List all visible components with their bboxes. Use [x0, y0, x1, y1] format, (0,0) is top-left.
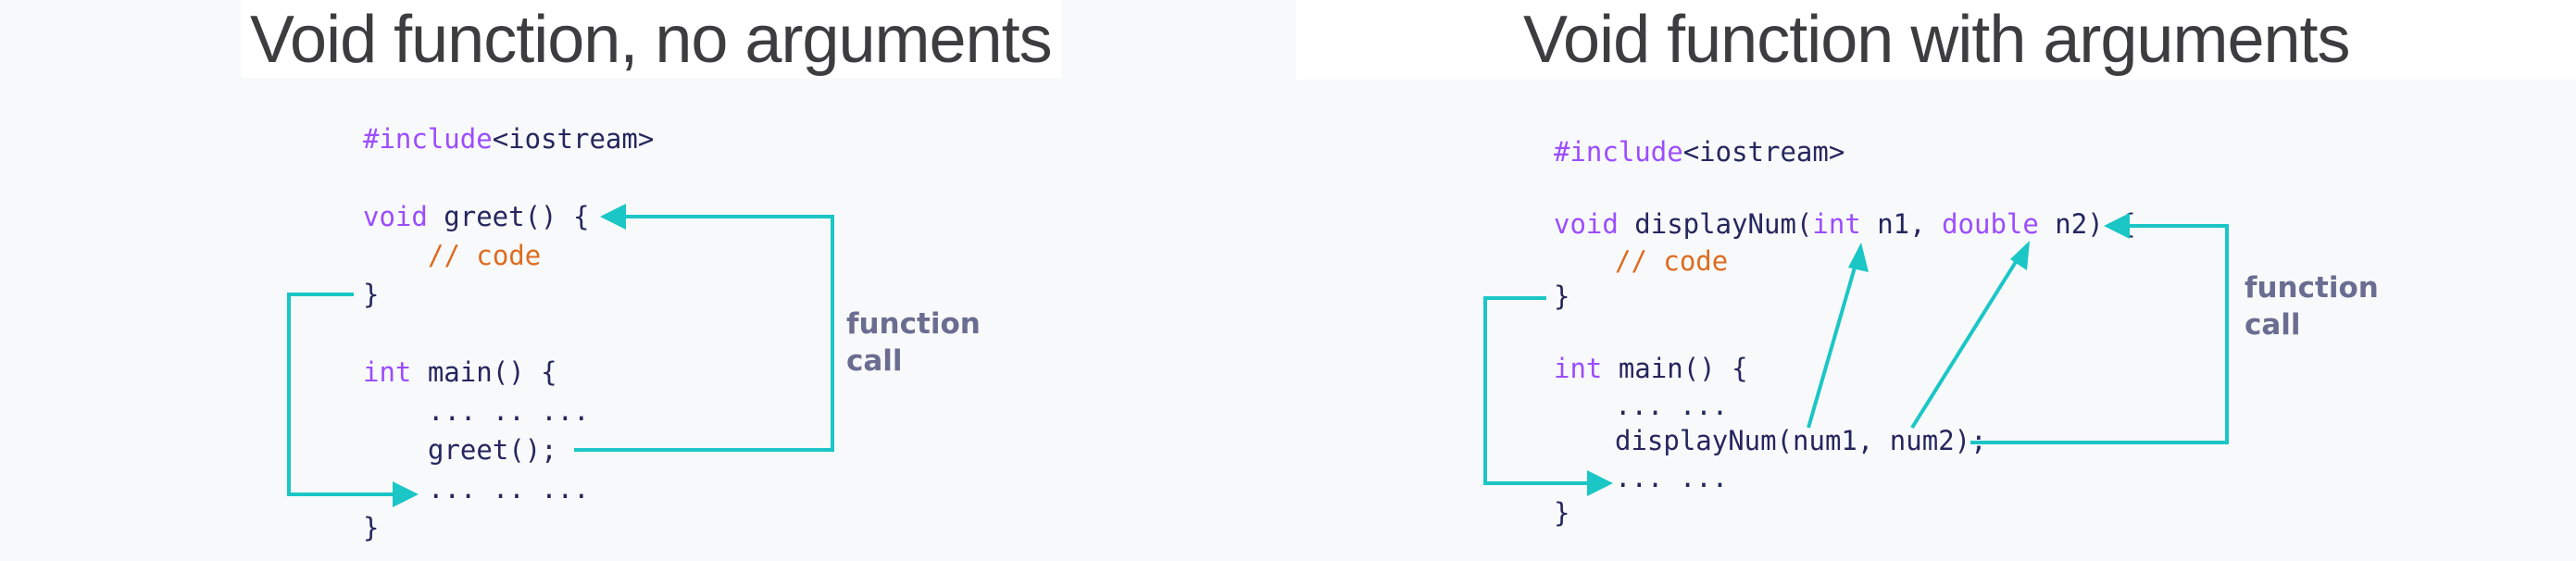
greet-close-brace: }: [363, 279, 380, 310]
main-definition-line: int main() {: [1554, 352, 1748, 385]
main-dots-1: ... .. ...: [428, 395, 590, 427]
main-dots-2: ... .. ...: [428, 473, 590, 505]
right-label-line-1: function: [2245, 271, 2379, 305]
left-title: Void function, no arguments: [241, 0, 1061, 78]
displaynum-return-type: void: [1554, 208, 1619, 240]
return-to-main-arrowhead: [1587, 470, 1613, 496]
right-panel: Void function with arguments #include<io…: [1296, 0, 2576, 561]
displaynum-close-brace: }: [1554, 280, 1570, 312]
param1-name: n1,: [1860, 208, 1943, 240]
include-directive: #include: [1554, 136, 1683, 168]
include-header: <iostream>: [1682, 136, 1845, 168]
left-flow-arrows: [287, 204, 834, 507]
main-definition-line: int main() {: [363, 355, 557, 389]
greet-comment: // code: [428, 240, 542, 271]
greet-call: greet();: [428, 434, 557, 466]
main-dots-2: ... ...: [1615, 462, 1729, 493]
right-flow-arrows: [1483, 213, 2229, 496]
greet-return-type: void: [363, 201, 428, 232]
include-line: #include<iostream>: [363, 122, 654, 156]
right-title: Void function with arguments: [1514, 0, 2359, 78]
num2-to-n2-arrowhead: [2010, 241, 2030, 270]
return-to-main-arrow: [287, 293, 396, 496]
displaynum-definition-line: void displayNum(int n1, double n2) {: [1554, 207, 2136, 241]
include-directive: #include: [363, 123, 493, 155]
num2-to-n2-arrow: [1910, 256, 2020, 430]
main-signature: main() {: [411, 356, 557, 388]
greet-definition-line: void greet() {: [363, 200, 589, 233]
main-return-type: int: [363, 356, 412, 388]
num1-to-n1-arrow: [1807, 260, 1858, 429]
main-return-type: int: [1554, 353, 1603, 384]
param2-type: double: [1942, 208, 2039, 240]
main-close-brace: }: [1554, 497, 1570, 529]
return-to-main-arrowhead: [393, 481, 419, 507]
param1-type: int: [1812, 208, 1861, 240]
right-label-line-2: call: [2245, 308, 2301, 342]
right-canvas-background: [1296, 80, 2576, 561]
greet-signature: greet() {: [427, 201, 590, 232]
call-to-greet-arrowhead: [600, 204, 626, 230]
left-panel: Void function, no arguments #include<ios…: [241, 0, 1061, 543]
num1-to-n1-arrowhead: [1848, 243, 1869, 272]
left-function-call-label: function call: [846, 305, 981, 380]
main-dots-1: ... ...: [1615, 390, 1729, 421]
displaynum-comment: // code: [1615, 245, 1729, 277]
displaynum-name: displayNum(: [1618, 208, 1813, 240]
left-label-line-2: call: [846, 344, 903, 378]
return-to-main-arrow: [1483, 296, 1591, 485]
call-to-displaynum-arrow: [1970, 224, 2229, 444]
include-line: #include<iostream>: [1554, 135, 1844, 168]
call-to-greet-arrow: [574, 215, 834, 452]
main-signature: main() {: [1602, 353, 1748, 384]
include-header: <iostream>: [492, 123, 655, 155]
right-function-call-label: function call: [2245, 269, 2379, 343]
main-close-brace: }: [363, 512, 380, 543]
left-label-line-1: function: [846, 307, 981, 341]
call-to-displaynum-arrowhead: [2104, 213, 2130, 239]
displaynum-call: displayNum(num1, num2);: [1615, 425, 1987, 456]
